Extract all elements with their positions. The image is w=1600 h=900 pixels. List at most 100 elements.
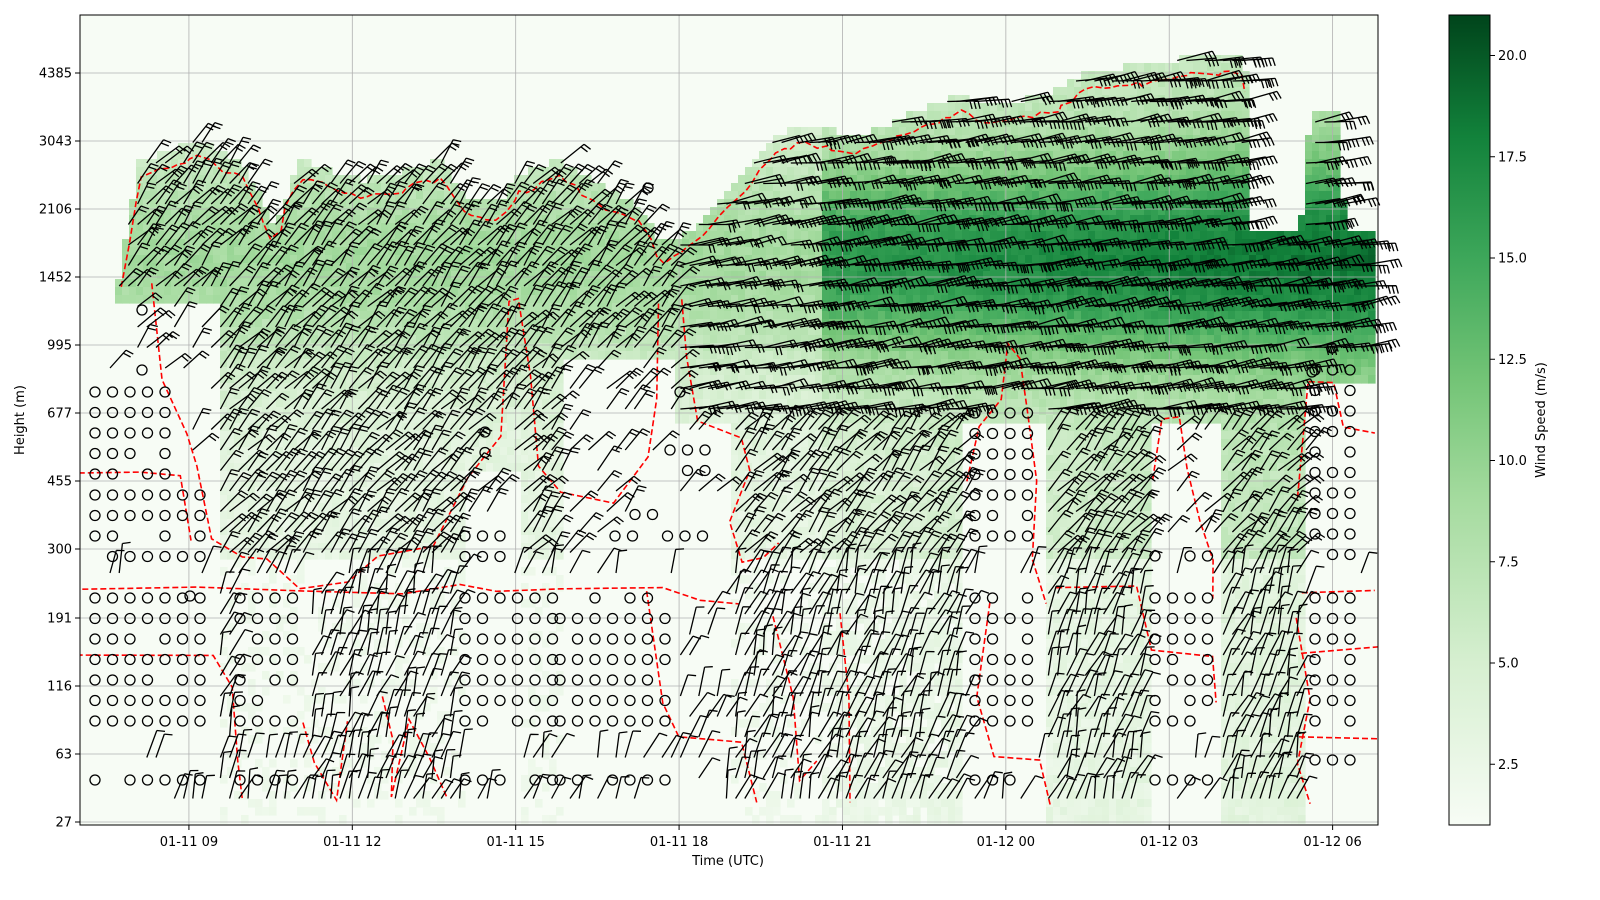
heatmap-cell <box>276 271 284 280</box>
heatmap-cell <box>556 807 564 816</box>
heatmap-cell <box>374 175 382 184</box>
heatmap-cell <box>857 679 865 688</box>
heatmap-cell <box>843 327 851 336</box>
heatmap-cell <box>136 199 144 208</box>
heatmap-cell <box>122 295 130 304</box>
heatmap-cell <box>472 359 480 368</box>
heatmap-cell <box>521 447 529 456</box>
heatmap-cell <box>255 335 263 344</box>
heatmap-cell <box>535 447 543 456</box>
heatmap-cell <box>808 295 816 304</box>
heatmap-cell <box>381 455 389 464</box>
heatmap-cell <box>444 383 452 392</box>
heatmap-cell <box>801 127 809 136</box>
heatmap-cell <box>549 439 557 448</box>
heatmap-cell <box>486 303 494 312</box>
heatmap-cell <box>402 167 410 176</box>
heatmap-cell <box>143 207 151 216</box>
heatmap-cell <box>528 175 536 184</box>
heatmap-cell <box>318 303 326 312</box>
heatmap-cell <box>500 311 508 320</box>
heatmap-cell <box>248 519 256 528</box>
heatmap-cell <box>381 687 389 696</box>
heatmap-cell <box>458 519 466 528</box>
heatmap-cell <box>262 807 270 816</box>
heatmap-cell <box>885 791 893 800</box>
heatmap-cell <box>717 335 725 344</box>
heatmap-cell <box>808 231 816 240</box>
heatmap-cell <box>255 807 263 816</box>
heatmap-cell <box>493 463 501 472</box>
heatmap-cell <box>829 391 837 400</box>
heatmap-cell <box>843 519 851 528</box>
heatmap-cell <box>206 247 214 256</box>
heatmap-cell <box>430 223 438 232</box>
heatmap-cell <box>843 439 851 448</box>
heatmap-cell <box>150 215 158 224</box>
heatmap-cell <box>745 175 753 184</box>
heatmap-cell <box>521 191 529 200</box>
heatmap-cell <box>857 207 865 216</box>
heatmap-cell <box>759 207 767 216</box>
heatmap-cell <box>444 519 452 528</box>
heatmap-cell <box>451 263 459 272</box>
heatmap-cell <box>465 431 473 440</box>
heatmap-cell <box>815 327 823 336</box>
heatmap-cell <box>710 255 718 264</box>
heatmap-cell <box>773 271 781 280</box>
heatmap-cell <box>318 263 326 272</box>
heatmap-cell <box>556 303 564 312</box>
heatmap-cell <box>339 359 347 368</box>
heatmap-cell <box>689 391 697 400</box>
heatmap-cell <box>220 223 228 232</box>
heatmap-cell <box>234 431 242 440</box>
heatmap-cell <box>794 199 802 208</box>
heatmap-cell <box>836 511 844 520</box>
heatmap-cell <box>367 447 375 456</box>
heatmap-cell <box>304 807 312 816</box>
heatmap-cell <box>346 423 354 432</box>
heatmap-cell <box>836 751 844 760</box>
heatmap-cell <box>437 655 445 664</box>
heatmap-cell <box>752 543 760 552</box>
heatmap-cell <box>367 311 375 320</box>
heatmap-cell <box>598 191 606 200</box>
heatmap-cell <box>752 551 760 560</box>
heatmap-cell <box>248 271 256 280</box>
heatmap-cell <box>563 239 571 248</box>
heatmap-cell <box>850 359 858 368</box>
heatmap-cell <box>332 255 340 264</box>
heatmap-cell <box>738 439 746 448</box>
heatmap-cell <box>465 439 473 448</box>
heatmap-cell <box>374 519 382 528</box>
heatmap-cell <box>472 383 480 392</box>
heatmap-cell <box>451 191 459 200</box>
heatmap-cell <box>206 199 214 208</box>
heatmap-cell <box>808 279 816 288</box>
heatmap-cell <box>885 223 893 232</box>
heatmap-cell <box>619 271 627 280</box>
heatmap-cell <box>136 223 144 232</box>
heatmap-cell <box>752 263 760 272</box>
heatmap-cell <box>773 551 781 560</box>
heatmap-cell <box>360 543 368 552</box>
heatmap-cell <box>885 799 893 808</box>
heatmap-cell <box>360 511 368 520</box>
heatmap-cell <box>248 487 256 496</box>
heatmap-cell <box>304 471 312 480</box>
heatmap-cell <box>878 311 886 320</box>
heatmap-cell <box>703 367 711 376</box>
heatmap-cell <box>696 263 704 272</box>
heatmap-cell <box>164 231 172 240</box>
heatmap-cell <box>507 423 515 432</box>
heatmap-cell <box>171 191 179 200</box>
heatmap-cell <box>241 255 249 264</box>
heatmap-cell <box>724 415 732 424</box>
heatmap-cell <box>374 783 382 792</box>
heatmap-cell <box>374 359 382 368</box>
heatmap-cell <box>752 439 760 448</box>
heatmap-cell <box>395 423 403 432</box>
heatmap-cell <box>801 287 809 296</box>
heatmap-cell <box>738 343 746 352</box>
heatmap-cell <box>248 663 256 672</box>
